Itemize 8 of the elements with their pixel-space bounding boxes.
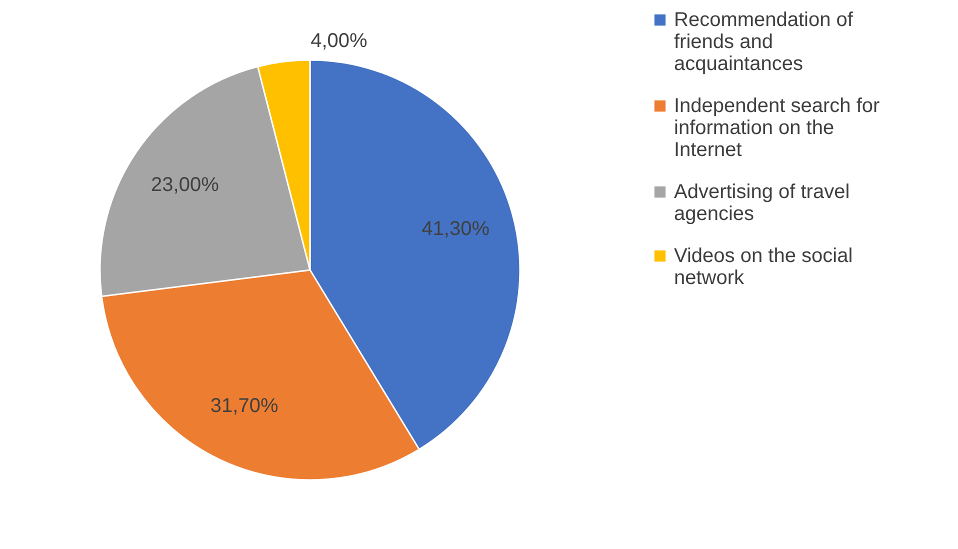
legend-label: Independent search for information on the Internet — [674, 95, 880, 161]
legend-label: Recommendation of friends and acquaintances — [674, 9, 854, 75]
data-label: 41,30% — [422, 218, 490, 240]
data-label: 4,00% — [310, 30, 368, 52]
data-label: 31,70% — [210, 395, 278, 418]
legend-label: Advertising of travel agencies — [674, 181, 850, 225]
legend-label: Videos on the social network — [674, 245, 853, 289]
data-label: 23,00% — [151, 174, 220, 196]
